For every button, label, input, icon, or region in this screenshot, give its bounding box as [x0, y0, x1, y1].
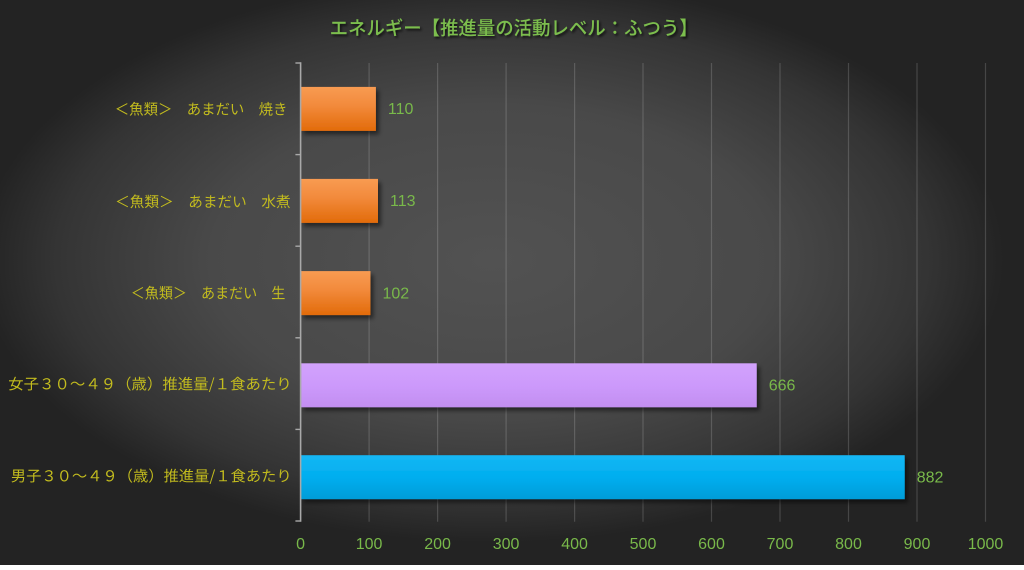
svg-text:400: 400 [561, 536, 588, 553]
svg-text:0: 0 [296, 536, 305, 553]
svg-text:666: 666 [769, 378, 796, 395]
svg-text:882: 882 [917, 470, 944, 487]
svg-text:600: 600 [698, 536, 725, 553]
svg-text:200: 200 [424, 536, 451, 553]
svg-text:100: 100 [356, 536, 383, 553]
svg-text:700: 700 [767, 536, 794, 553]
svg-text:300: 300 [493, 536, 520, 553]
svg-text:110: 110 [388, 101, 414, 118]
svg-text:500: 500 [630, 536, 657, 553]
svg-text:800: 800 [835, 536, 862, 553]
svg-text:102: 102 [383, 285, 410, 302]
svg-text:1000: 1000 [968, 536, 1004, 553]
svg-text:113: 113 [390, 193, 416, 210]
svg-text:900: 900 [904, 536, 931, 553]
